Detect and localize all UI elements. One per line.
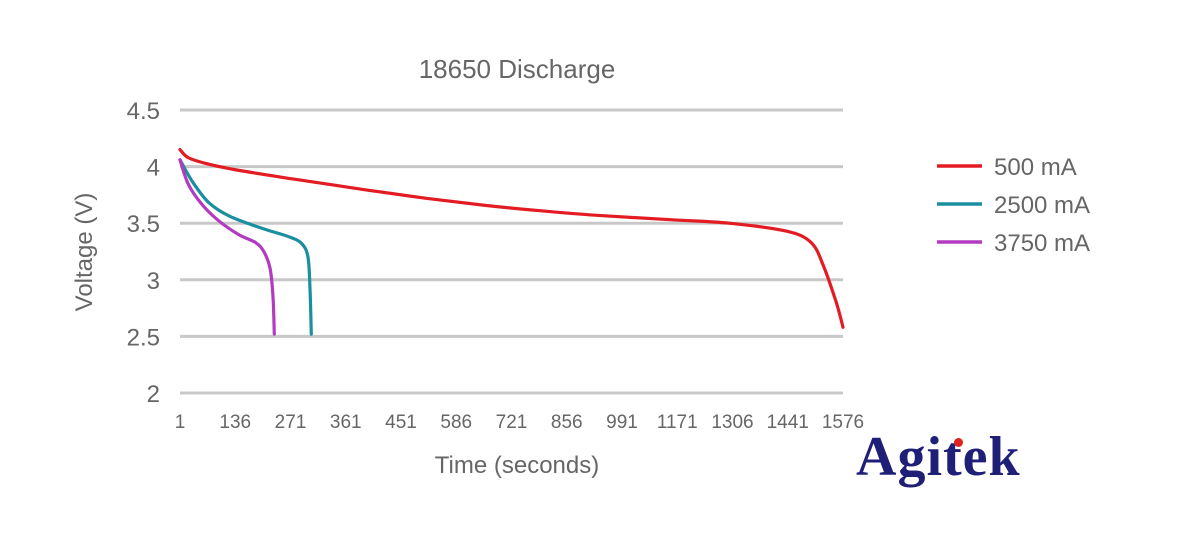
series-line-1 <box>178 158 313 336</box>
x-tick-label: 856 <box>551 412 583 433</box>
series-line-2 <box>178 158 276 336</box>
agitek-logo: Agitek <box>856 426 1021 488</box>
y-tick-label: 2 <box>147 381 160 408</box>
x-tick-label: 271 <box>275 412 307 433</box>
y-tick-label: 4 <box>147 155 160 182</box>
x-tick-label: 361 <box>330 412 362 433</box>
x-tick-label: 991 <box>606 412 638 433</box>
x-tick-label: 1441 <box>767 412 809 433</box>
legend-label: 2500 mA <box>994 192 1090 219</box>
chart-title: 18650 Discharge <box>419 54 616 84</box>
x-tick-label: 1576 <box>822 412 864 433</box>
x-axis-ticks: 1 136 271 361 451 586 721 856 991 1171 1306 1441 157… <box>175 412 864 433</box>
y-tick-label: 4.5 <box>127 98 160 125</box>
gridlines <box>180 108 843 395</box>
x-tick-label: 136 <box>219 412 251 433</box>
x-tick-label: 1 <box>175 412 186 433</box>
legend-label: 3750 mA <box>994 230 1090 257</box>
series-line-0 <box>178 148 845 329</box>
x-tick-label: 1306 <box>711 412 753 433</box>
y-tick-label: 3.5 <box>127 211 160 238</box>
x-tick-label: 586 <box>440 412 472 433</box>
y-axis-label: Voltage (V) <box>71 193 98 312</box>
y-axis-ticks: 2 2.5 3 3.5 4 4.5 <box>127 98 160 408</box>
y-tick-label: 3 <box>147 268 160 295</box>
x-tick-label: 451 <box>385 412 417 433</box>
x-axis-label: Time (seconds) <box>435 452 599 479</box>
y-tick-label: 2.5 <box>127 324 160 351</box>
series-lines <box>178 148 845 336</box>
x-tick-label: 1171 <box>657 412 698 433</box>
legend-label: 500 mA <box>994 154 1077 181</box>
logo-dot-icon <box>954 438 963 447</box>
x-tick-label: 721 <box>496 412 528 433</box>
legend: 500 mA 2500 mA 3750 mA <box>937 154 1090 257</box>
